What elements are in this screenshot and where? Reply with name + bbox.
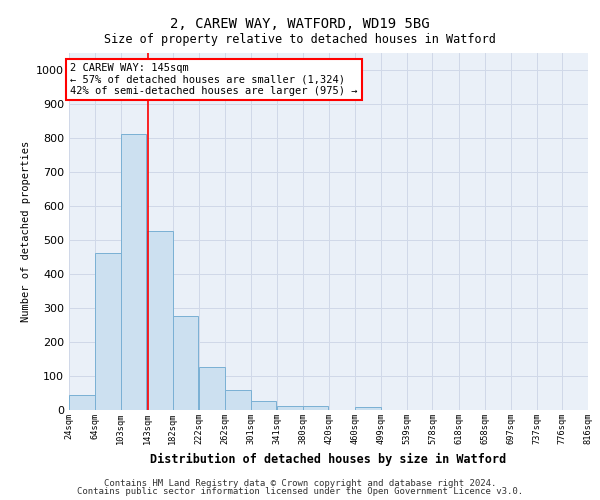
Bar [147, 231, 173, 410]
Bar [69, 394, 95, 410]
Bar [251, 402, 277, 410]
Bar [173, 316, 198, 410]
Bar [121, 134, 146, 410]
Text: Contains public sector information licensed under the Open Government Licence v3: Contains public sector information licen… [77, 487, 523, 496]
Bar [225, 390, 251, 410]
Text: 2, CAREW WAY, WATFORD, WD19 5BG: 2, CAREW WAY, WATFORD, WD19 5BG [170, 18, 430, 32]
Y-axis label: Number of detached properties: Number of detached properties [20, 140, 31, 322]
X-axis label: Distribution of detached houses by size in Watford: Distribution of detached houses by size … [151, 452, 506, 466]
Bar [355, 408, 380, 410]
Bar [199, 368, 224, 410]
Text: Size of property relative to detached houses in Watford: Size of property relative to detached ho… [104, 32, 496, 46]
Bar [277, 406, 302, 410]
Bar [302, 406, 328, 410]
Bar [95, 254, 121, 410]
Text: Contains HM Land Registry data © Crown copyright and database right 2024.: Contains HM Land Registry data © Crown c… [104, 478, 496, 488]
Text: 2 CAREW WAY: 145sqm
← 57% of detached houses are smaller (1,324)
42% of semi-det: 2 CAREW WAY: 145sqm ← 57% of detached ho… [70, 62, 358, 96]
